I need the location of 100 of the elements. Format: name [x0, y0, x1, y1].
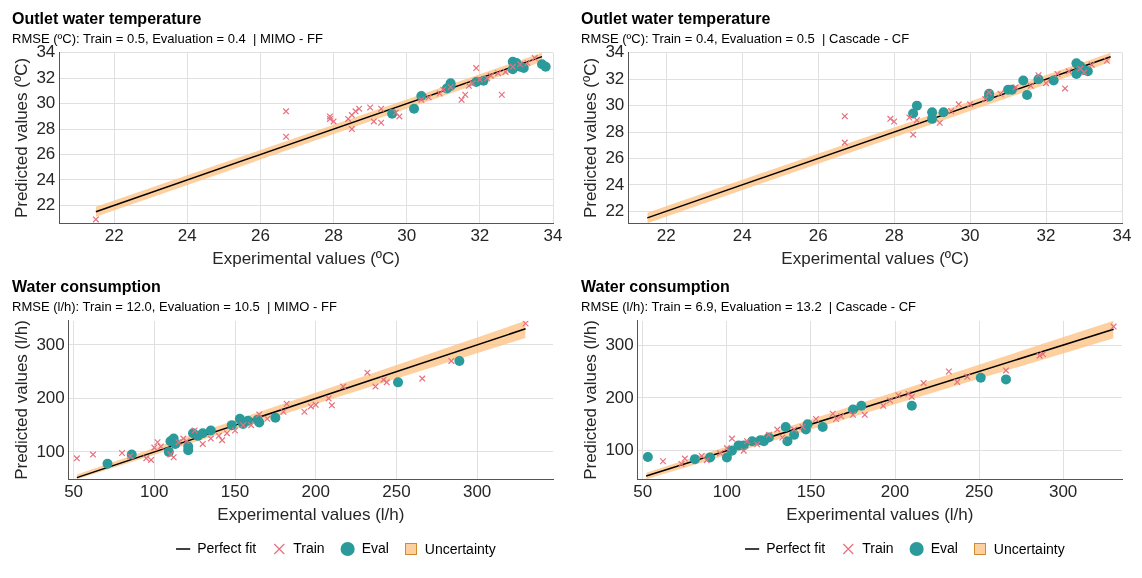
y-tick-label: 24 [605, 174, 625, 194]
chart-title: Outlet water temperature [12, 10, 202, 28]
point [301, 408, 308, 416]
point [1054, 70, 1061, 78]
point [197, 428, 208, 439]
x-tick-label: 34 [543, 226, 563, 246]
point [743, 437, 751, 445]
point [753, 440, 761, 448]
point [1042, 79, 1050, 87]
point [1012, 83, 1020, 91]
point [523, 59, 531, 67]
point [472, 64, 480, 72]
x-tick-label: 24 [177, 226, 197, 246]
x-tick-label: 34 [1112, 226, 1132, 246]
x-tick-label: 50 [64, 482, 84, 502]
point [1071, 58, 1082, 69]
point [689, 454, 700, 465]
x-axis-title: Experimental values (l/h) [217, 505, 405, 525]
x-tick-label: 26 [808, 226, 828, 246]
point [905, 390, 912, 398]
point [270, 412, 281, 423]
point [936, 119, 944, 127]
x-tick-label: 250 [382, 482, 411, 502]
point [1018, 75, 1029, 86]
point [417, 96, 425, 104]
x-tick-label: 50 [633, 482, 653, 502]
y-tick-label: 200 [605, 387, 634, 407]
point [73, 454, 81, 462]
point [894, 391, 902, 399]
point [392, 109, 400, 116]
y-tick-label: 300 [36, 334, 65, 354]
point [226, 420, 237, 431]
point [223, 429, 231, 437]
point [409, 103, 420, 114]
legend-label: Perfect fit [197, 539, 257, 556]
point [328, 401, 336, 409]
point [728, 435, 736, 442]
point [953, 378, 961, 386]
point [790, 426, 798, 433]
point [1048, 75, 1059, 86]
point [886, 115, 894, 123]
point [945, 368, 953, 375]
point [282, 107, 290, 115]
y-tick-label: 30 [605, 95, 625, 115]
y-tick-label: 32 [605, 68, 625, 88]
point [255, 411, 263, 418]
point [678, 460, 685, 468]
x-tick-label: 150 [220, 482, 250, 502]
x-tick-label: 24 [732, 226, 752, 246]
point [418, 375, 426, 383]
point [377, 105, 385, 113]
x-tick-label: 22 [656, 226, 676, 246]
point [782, 436, 793, 447]
point [681, 455, 689, 463]
x-axis-title: Experimental values (ºC) [212, 249, 400, 269]
legend-label: Train [862, 539, 894, 556]
y-axis-title: Predicted values (ºC) [11, 57, 31, 219]
point [1065, 67, 1073, 75]
y-tick-label: 200 [36, 388, 65, 408]
point [454, 355, 465, 366]
point [1035, 71, 1042, 79]
point [312, 401, 320, 409]
x-tick-label: 26 [250, 226, 270, 246]
point [966, 100, 974, 108]
x-tick-label: 300 [462, 482, 492, 502]
point [938, 107, 949, 118]
chart-subtitle: RMSE (l/h): Train = 12.0, Evaluation = 10.5 | MIMO - FF [12, 298, 337, 314]
point [157, 443, 165, 450]
point [307, 402, 315, 410]
x-tick-label: 200 [301, 482, 330, 502]
chart-title: Outlet water temperature [581, 10, 771, 28]
point [773, 426, 781, 433]
point [516, 60, 524, 68]
legend-label: Train [293, 539, 325, 556]
legend-label: Eval [930, 539, 958, 556]
point [909, 131, 917, 139]
point [913, 116, 921, 124]
point [92, 215, 100, 223]
point [352, 107, 359, 115]
y-axis-title: Predicted values (l/h) [11, 320, 31, 480]
point [476, 76, 484, 83]
point [778, 434, 786, 441]
point [799, 423, 806, 431]
chart-title: Water consumption [12, 278, 161, 296]
point [339, 383, 347, 391]
point [698, 452, 706, 460]
point [780, 421, 791, 432]
point [642, 452, 653, 463]
point [191, 427, 199, 434]
point [721, 452, 732, 463]
x-tick-label: 28 [324, 226, 344, 246]
point [175, 438, 182, 446]
y-tick-label: 100 [605, 440, 634, 460]
point [487, 72, 495, 80]
point [231, 427, 239, 434]
point [890, 118, 898, 125]
point [1061, 85, 1069, 92]
x-tick-label: 30 [960, 226, 980, 246]
x-tick-label: 32 [1036, 226, 1056, 246]
point [102, 458, 113, 469]
